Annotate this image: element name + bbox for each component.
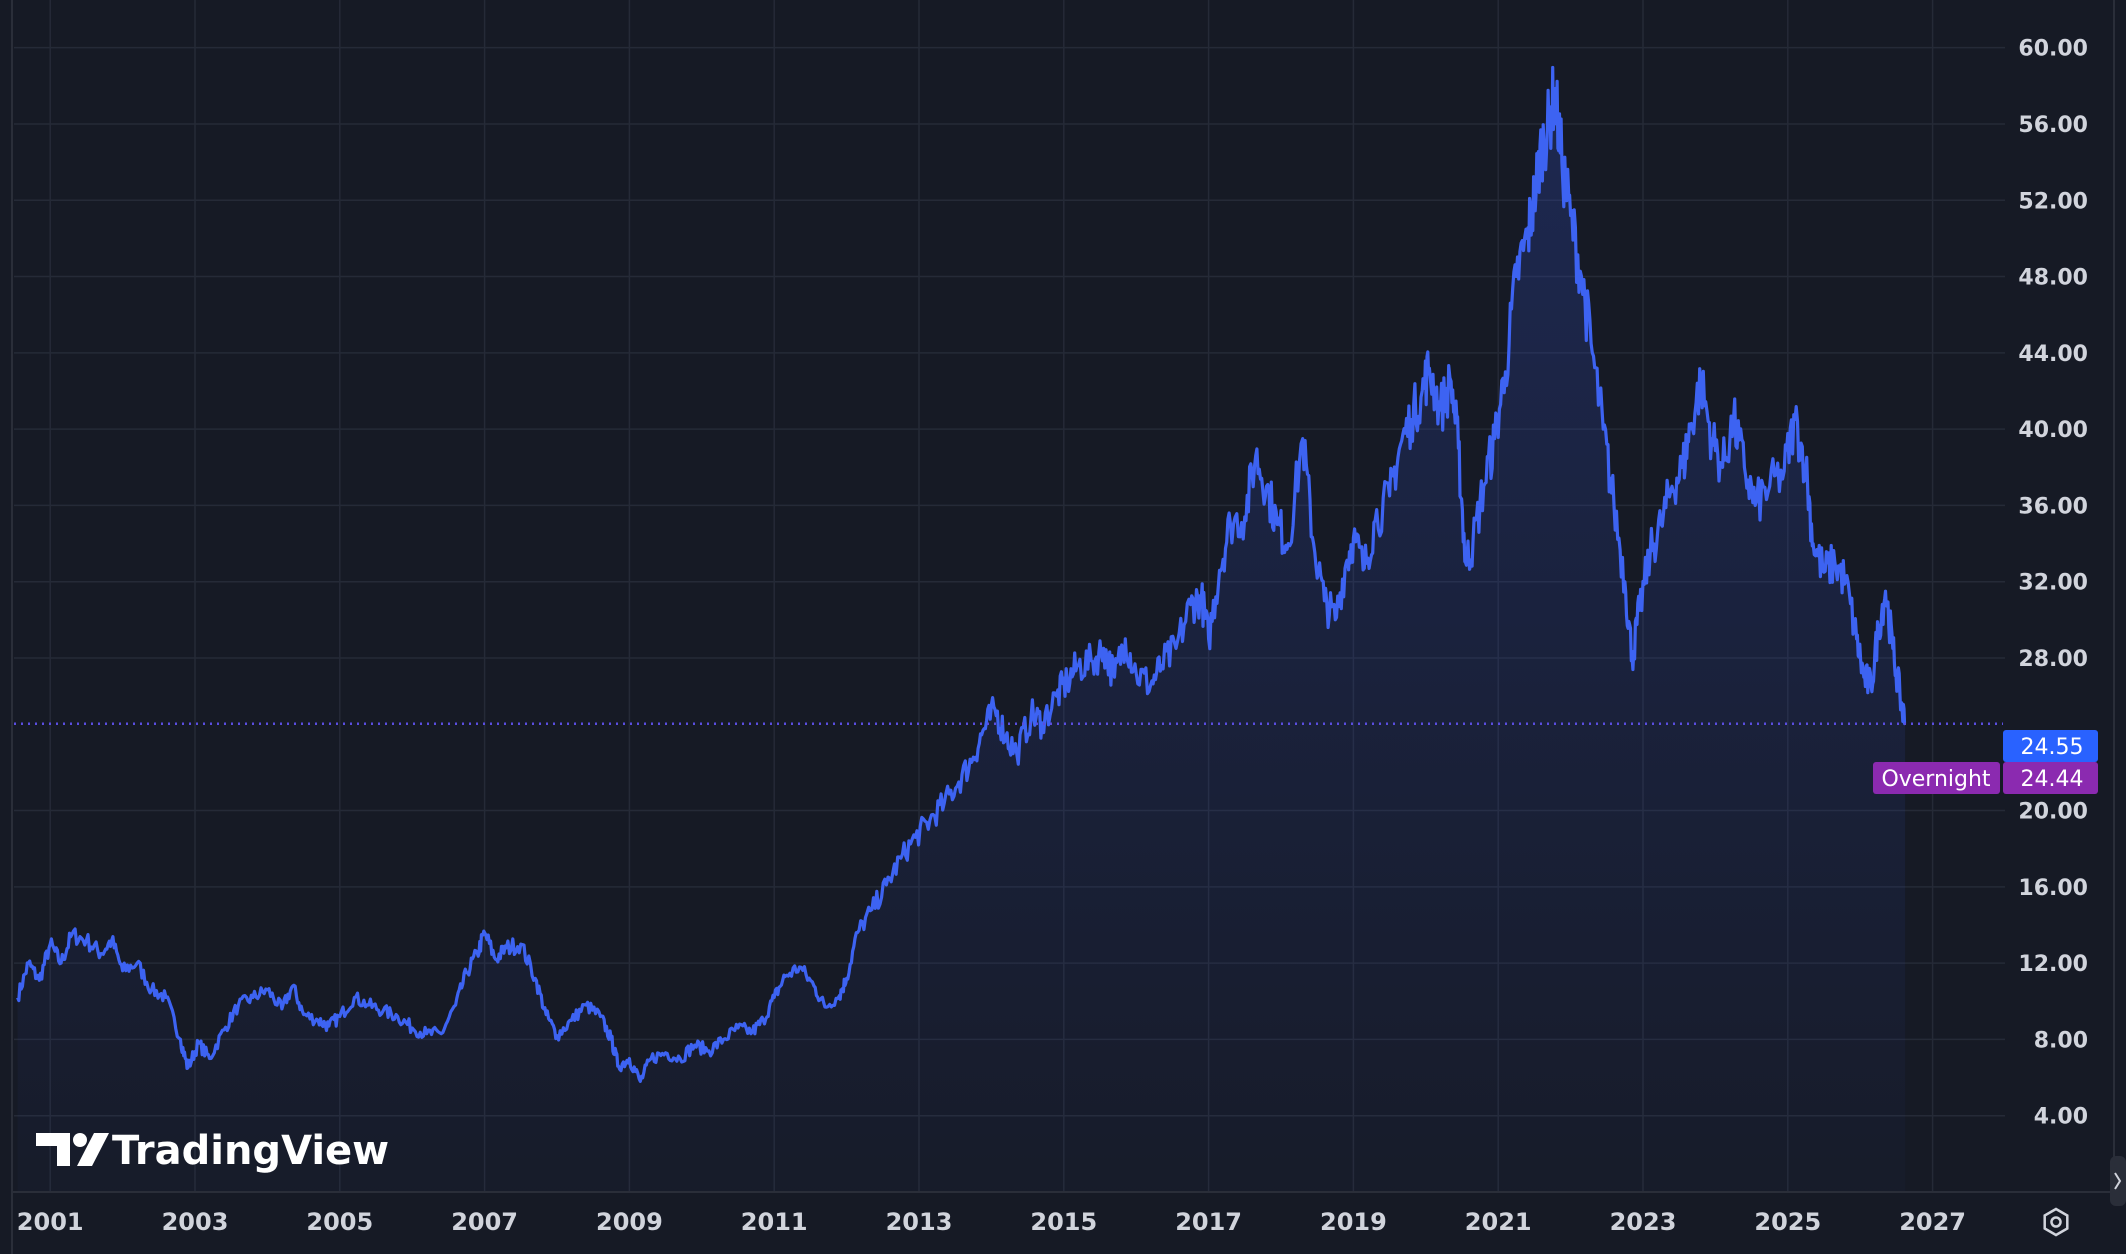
x-tick-label: 2027 (1899, 1208, 1966, 1236)
x-tick-label: 2019 (1320, 1208, 1387, 1236)
x-tick-label: 2011 (741, 1208, 808, 1236)
tradingview-logo-icon (36, 1133, 109, 1166)
y-tick-label: 32.00 (2018, 571, 2088, 596)
y-tick-label: 44.00 (2018, 342, 2088, 367)
last-price-label: 24.55 (2003, 730, 2098, 762)
y-tick-label: 48.00 (2018, 266, 2088, 291)
y-tick-label: 28.00 (2018, 647, 2088, 672)
x-tick-label: 2005 (306, 1208, 373, 1236)
y-tick-label: 56.00 (2018, 113, 2088, 138)
price-area-fill (17, 67, 1906, 1192)
y-tick-label: 60.00 (2018, 37, 2088, 62)
y-tick-label: 12.00 (2018, 952, 2088, 977)
y-tick-label: 16.00 (2018, 876, 2088, 901)
y-axis[interactable]: 4.00 8.00 12.00 16.00 20.00 28.00 32.00 36.00 40… (2018, 37, 2088, 1130)
x-tick-label: 2003 (162, 1208, 229, 1236)
x-tick-label: 2015 (1030, 1208, 1097, 1236)
x-tick-label: 2017 (1175, 1208, 1242, 1236)
x-axis[interactable]: 2001 2003 2005 2007 2009 2011 2013 2015 2017 2019… (17, 1208, 1966, 1236)
y-tick-label: 4.00 (2034, 1105, 2088, 1130)
settings-gear-icon[interactable] (2043, 1207, 2069, 1237)
x-tick-label: 2021 (1465, 1208, 1532, 1236)
overnight-label-text: Overnight (1881, 767, 1990, 792)
overnight-value: 24.44 (2021, 767, 2084, 792)
overnight-label: Overnight 24.44 (1873, 762, 2098, 794)
x-tick-label: 2013 (886, 1208, 953, 1236)
x-tick-label: 2001 (17, 1208, 84, 1236)
tradingview-logo-text: TradingView (112, 1128, 389, 1174)
y-tick-label: 20.00 (2018, 800, 2088, 825)
x-tick-label: 2023 (1610, 1208, 1677, 1236)
scroll-handle[interactable] (2110, 1156, 2126, 1206)
x-tick-label: 2007 (451, 1208, 518, 1236)
x-tick-label: 2025 (1754, 1208, 1821, 1236)
y-tick-label: 36.00 (2018, 494, 2088, 519)
y-tick-label: 40.00 (2018, 418, 2088, 443)
y-tick-label: 8.00 (2034, 1028, 2088, 1053)
tradingview-watermark[interactable]: TradingView (36, 1128, 389, 1174)
last-price-value: 24.55 (2021, 735, 2084, 760)
price-line[interactable] (16, 65, 1907, 1083)
x-tick-label: 2009 (596, 1208, 663, 1236)
y-tick-label: 52.00 (2018, 189, 2088, 214)
chevron-right-icon (2114, 1172, 2122, 1190)
